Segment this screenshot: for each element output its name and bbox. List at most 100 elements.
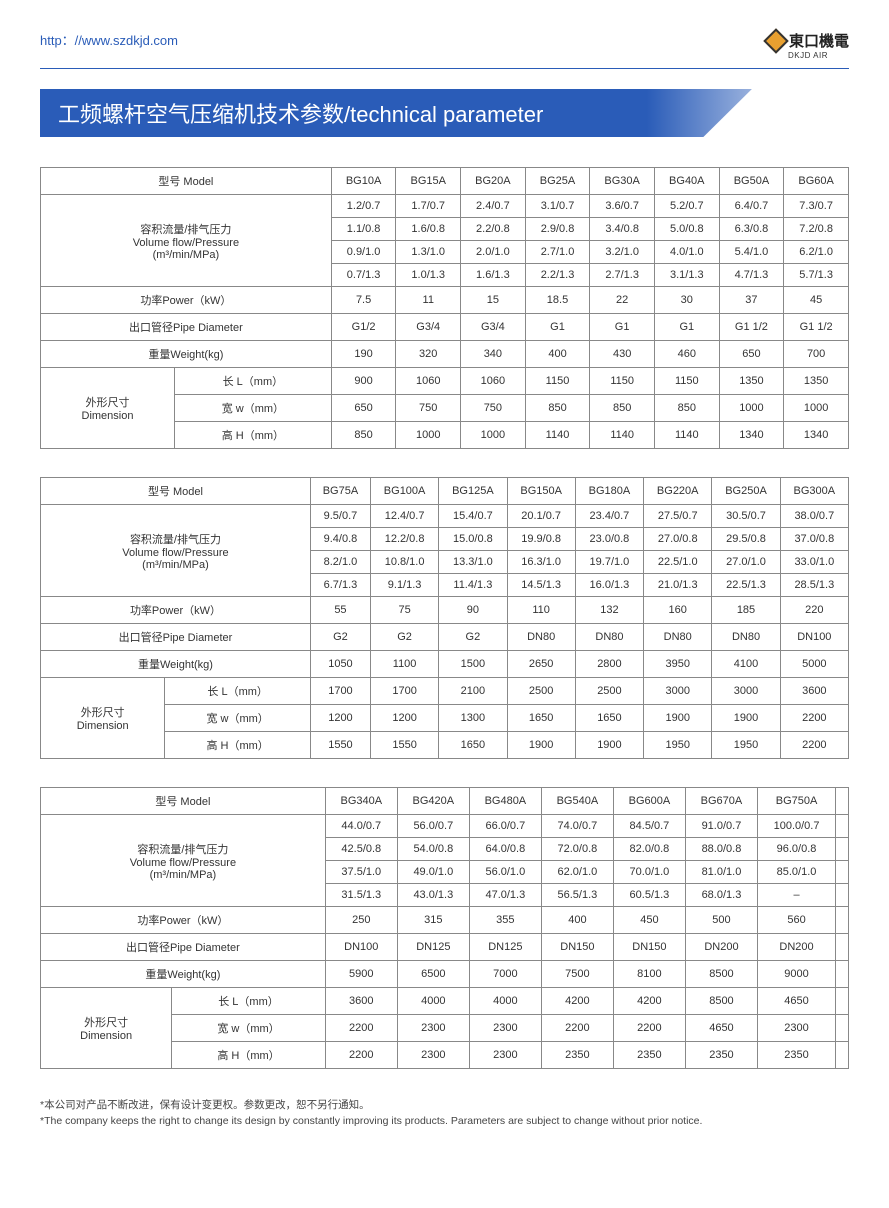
table-cell: 650	[331, 395, 396, 422]
table-cell: 15	[461, 287, 526, 314]
table-cell: 6.3/0.8	[719, 218, 784, 241]
table-cell: 81.0/1.0	[685, 861, 757, 884]
table-cell: 2350	[541, 1042, 613, 1069]
table-cell: G1	[525, 314, 590, 341]
table-cell: 56.0/0.7	[397, 815, 469, 838]
table-cell: 1650	[439, 732, 507, 759]
table-cell: 45	[784, 287, 849, 314]
table-cell: G1	[654, 314, 719, 341]
row-label-pipe: 出口管径Pipe Diameter	[41, 934, 326, 961]
table-cell: 9000	[757, 961, 835, 988]
table-cell: 2200	[780, 705, 848, 732]
table-cell: 2.2/0.8	[461, 218, 526, 241]
page-title: 工频螺杆空气压缩机技术参数/technical parameter	[40, 89, 849, 137]
table-cell: 44.0/0.7	[325, 815, 397, 838]
table-cell: 91.0/0.7	[685, 815, 757, 838]
table-cell: 1650	[507, 705, 575, 732]
table-cell: 2300	[397, 1015, 469, 1042]
table-cell: 19.7/1.0	[575, 551, 643, 574]
table-cell: 1950	[644, 732, 712, 759]
table-cell: 10.8/1.0	[370, 551, 438, 574]
table-cell: 96.0/0.8	[757, 838, 835, 861]
table-cell: DN80	[712, 624, 780, 651]
table-cell: 31.5/1.3	[325, 884, 397, 907]
table-cell: 6500	[397, 961, 469, 988]
table-cell: BG220A	[644, 478, 712, 505]
table-cell: 1500	[439, 651, 507, 678]
table-cell: BG50A	[719, 168, 784, 195]
row-label-dimension: 外形尺寸Dimension	[41, 368, 175, 449]
table-cell: 4.0/1.0	[654, 241, 719, 264]
table-cell: 18.5	[525, 287, 590, 314]
table-cell: 3600	[325, 988, 397, 1015]
table-cell: 5000	[780, 651, 848, 678]
table-cell: BG15A	[396, 168, 461, 195]
table-cell: 2200	[325, 1015, 397, 1042]
table-cell: 430	[590, 341, 655, 368]
table-cell: 29.5/0.8	[712, 528, 780, 551]
table-cell: 55	[310, 597, 370, 624]
table-cell: 22	[590, 287, 655, 314]
table-cell: 21.0/1.3	[644, 574, 712, 597]
table-cell: 37.5/1.0	[325, 861, 397, 884]
table-cell: 1060	[396, 368, 461, 395]
row-label-width: 宽 w（mm）	[172, 1015, 326, 1042]
table-cell: BG10A	[331, 168, 396, 195]
table-cell: 6.4/0.7	[719, 195, 784, 218]
table-cell: 74.0/0.7	[541, 815, 613, 838]
table-cell: BG480A	[469, 788, 541, 815]
logo-text-cn: 東口機電	[789, 30, 849, 51]
table-cell: 1.3/1.0	[396, 241, 461, 264]
table-cell: 30.5/0.7	[712, 505, 780, 528]
table-cell: 2350	[685, 1042, 757, 1069]
table-cell: 88.0/0.8	[685, 838, 757, 861]
table-cell: BG25A	[525, 168, 590, 195]
table-cell: G3/4	[461, 314, 526, 341]
table-cell: 6.2/1.0	[784, 241, 849, 264]
table-cell: DN150	[613, 934, 685, 961]
table-cell: DN80	[507, 624, 575, 651]
logo-icon	[763, 28, 788, 53]
table-cell: 4200	[613, 988, 685, 1015]
table-cell: 450	[613, 907, 685, 934]
table-cell: 7.5	[331, 287, 396, 314]
table-cell: 320	[396, 341, 461, 368]
table-cell: BG300A	[780, 478, 848, 505]
row-label-height: 高 H（mm）	[172, 1042, 326, 1069]
table-cell: DN100	[780, 624, 848, 651]
table-cell: 1900	[644, 705, 712, 732]
table-cell: 30	[654, 287, 719, 314]
table-cell: 0.7/1.3	[331, 264, 396, 287]
table-cell: 8.2/1.0	[310, 551, 370, 574]
table-cell: 9.5/0.7	[310, 505, 370, 528]
table-cell: 4650	[685, 1015, 757, 1042]
table-cell: 2350	[613, 1042, 685, 1069]
table-cell	[836, 788, 849, 815]
row-label-model: 型号 Model	[41, 788, 326, 815]
table-cell: 72.0/0.8	[541, 838, 613, 861]
row-label-length: 长 L（mm）	[172, 988, 326, 1015]
table-cell: 1.0/1.3	[396, 264, 461, 287]
table-cell	[836, 988, 849, 1015]
row-label-width: 宽 w（mm）	[174, 395, 331, 422]
table-cell: 4100	[712, 651, 780, 678]
table-cell: 1150	[654, 368, 719, 395]
table-cell: 1350	[784, 368, 849, 395]
row-label-volumeflow: 容积流量/排气压力Volume flow/Pressure(m³/min/MPa…	[41, 195, 332, 287]
table-cell: 1150	[590, 368, 655, 395]
table-cell: DN125	[469, 934, 541, 961]
row-label-model: 型号 Model	[41, 168, 332, 195]
table-cell: BG420A	[397, 788, 469, 815]
row-label-weight: 重量Weight(kg)	[41, 961, 326, 988]
table-cell: 90	[439, 597, 507, 624]
table-cell: 460	[654, 341, 719, 368]
table-cell: G2	[370, 624, 438, 651]
table-cell: 2650	[507, 651, 575, 678]
table-cell: 1550	[370, 732, 438, 759]
table-cell: 1150	[525, 368, 590, 395]
footnotes: *本公司对产品不断改进，保有设计变更权。参数更改，恕不另行通知。 *The co…	[40, 1097, 849, 1127]
table-cell: 4650	[757, 988, 835, 1015]
table-cell	[836, 961, 849, 988]
logo-text-en: DKJD AIR	[788, 51, 828, 60]
row-label-pipe: 出口管径Pipe Diameter	[41, 314, 332, 341]
